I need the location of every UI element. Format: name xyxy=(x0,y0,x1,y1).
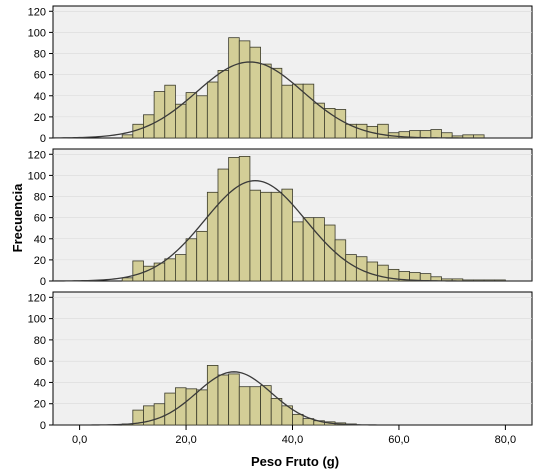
histogram-bar xyxy=(175,103,187,139)
histogram-bar xyxy=(238,155,251,282)
histogram-bar xyxy=(164,258,176,282)
histogram-bar xyxy=(238,386,251,426)
histogram-bar xyxy=(121,134,134,139)
histogram-bar xyxy=(238,40,251,139)
y-tick-label: 80 xyxy=(34,49,46,61)
normal-curve xyxy=(52,61,532,139)
x-axis: 0,0 20,0 40,0 60,0 80,0 xyxy=(72,425,516,446)
histogram-bar xyxy=(206,81,219,139)
y-tick-label: 40 xyxy=(34,377,46,389)
histogram-bar xyxy=(206,365,219,426)
histogram-bar xyxy=(324,224,336,282)
y-tick-label: 0 xyxy=(40,276,46,288)
panel-background xyxy=(52,291,533,426)
histogram-bar xyxy=(313,217,325,282)
y-tick-label: 60 xyxy=(34,356,46,368)
y-tick-label: 40 xyxy=(34,234,46,246)
histogram-bar xyxy=(164,392,176,426)
histogram-bar xyxy=(132,260,144,282)
y-tick-label: 80 xyxy=(34,335,46,347)
histogram-bar xyxy=(217,70,230,139)
histogram-bar xyxy=(196,230,208,282)
normal-curve xyxy=(53,371,532,426)
histogram-bar xyxy=(249,189,261,282)
histogram-bar xyxy=(419,273,432,282)
y-tick-label: 60 xyxy=(34,213,46,225)
y-tick-label: 40 xyxy=(34,91,46,103)
x-tick-label: 0,0 xyxy=(72,434,87,446)
histogram-bar xyxy=(292,83,304,139)
histogram-bar xyxy=(270,67,283,139)
y-tick-label: 80 xyxy=(34,192,46,204)
y-axis-title: Frecuencia xyxy=(10,183,25,252)
histogram-bar xyxy=(334,109,347,139)
histogram-bar xyxy=(196,95,208,139)
histogram-bar xyxy=(377,123,389,139)
histogram-panel-3: 0 20 40 60 80 100 120 xyxy=(28,291,533,432)
histogram-bar xyxy=(121,277,134,282)
histogram-bar xyxy=(228,373,240,426)
histogram-bar xyxy=(249,386,261,426)
histogram-bar xyxy=(153,403,166,426)
x-tick-label: 40,0 xyxy=(282,434,303,446)
histogram-bar xyxy=(175,254,187,282)
histogram-bar xyxy=(377,264,389,282)
y-tick-label: 120 xyxy=(28,6,46,18)
histogram-bar xyxy=(164,84,176,139)
histogram-bar xyxy=(217,168,230,282)
y-tick-label: 120 xyxy=(28,292,46,304)
histogram-bar xyxy=(270,397,283,426)
histogram-bar xyxy=(345,254,357,282)
histogram-bar xyxy=(260,191,272,282)
y-tick-label: 20 xyxy=(34,399,46,411)
histogram-bar xyxy=(153,91,166,139)
y-tick-label: 20 xyxy=(34,112,46,124)
x-tick-label: 20,0 xyxy=(175,434,196,446)
histogram-bar xyxy=(366,261,379,282)
histogram-bar xyxy=(302,83,315,139)
y-tick-label: 60 xyxy=(34,70,46,82)
y-tick-label: 100 xyxy=(28,27,46,39)
y-tick-label: 20 xyxy=(34,255,46,267)
histogram-bar xyxy=(419,130,432,139)
histogram-bar xyxy=(441,132,453,139)
normal-curve xyxy=(52,180,532,282)
histogram-bar xyxy=(153,262,166,282)
histogram-bar xyxy=(281,84,293,139)
histogram-bar xyxy=(345,123,357,139)
histogram-bar xyxy=(228,37,240,139)
histogram-panel-2: 0 20 40 60 80 100 120 xyxy=(28,148,533,288)
y-tick-label: 0 xyxy=(40,420,46,432)
x-tick-label: 60,0 xyxy=(388,434,409,446)
y-tick-label: 100 xyxy=(28,170,46,182)
x-tick-label: 80,0 xyxy=(495,434,516,446)
y-tick-label: 120 xyxy=(28,149,46,161)
histogram-bar xyxy=(217,374,230,426)
histogram-bar xyxy=(270,191,283,282)
histogram-bar xyxy=(260,63,272,139)
y-tick-label: 100 xyxy=(28,314,46,326)
y-tick-label: 0 xyxy=(40,133,46,145)
panels-layer: 0 20 40 60 80 100 120 0 20 40 60 80 100 120 0 20 40 60 80 1… xyxy=(28,5,533,432)
x-axis-title: Peso Fruto (g) xyxy=(251,454,339,469)
histogram-bar xyxy=(185,238,198,282)
histogram-bar xyxy=(292,221,304,282)
histogram-bar xyxy=(430,129,442,139)
histogram-bar xyxy=(249,46,261,139)
histogram-bar xyxy=(334,239,347,282)
histogram-bar xyxy=(196,389,208,426)
histogram-bar xyxy=(228,157,240,282)
histogram-bar xyxy=(292,413,304,426)
histogram-panel-1: 0 20 40 60 80 100 120 xyxy=(28,5,533,145)
